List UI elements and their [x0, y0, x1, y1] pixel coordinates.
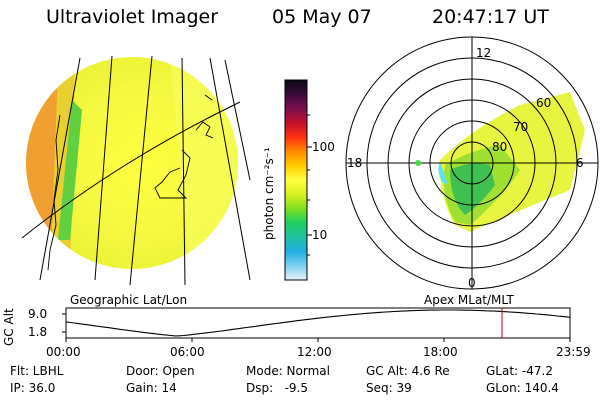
polar-rings — [345, 36, 599, 290]
footer-door: Door: Open — [126, 364, 195, 378]
altitude-ticks — [62, 313, 571, 342]
polar-ring-label-70: 70 — [513, 120, 529, 134]
altitude-ytick-bottom: 1.8 — [28, 325, 48, 339]
polar-label-12: 12 — [476, 46, 492, 60]
footer-flt: Flt: LBHL — [10, 364, 64, 378]
altitude-ytick-top: 9.0 — [28, 307, 48, 321]
colorbar-ticks — [307, 114, 312, 256]
polar-ring-label-80: 80 — [492, 140, 508, 154]
footer-gcalt: GC Alt: 4.6 Re — [366, 364, 450, 378]
footer-seq: Seq: 39 — [366, 381, 412, 395]
altitude-xtick-1200: 12:00 — [297, 345, 332, 359]
footer-gain: Gain: 14 — [126, 381, 177, 395]
aurora-spot — [415, 160, 421, 166]
footer-dsp: Dsp: -9.5 — [246, 381, 309, 395]
coastlines — [47, 94, 214, 271]
altitude-curve — [65, 309, 571, 337]
geo-caption: Geographic Lat/Lon — [70, 293, 188, 307]
footer-ip: IP: 36.0 — [10, 381, 56, 395]
colorbar — [284, 79, 308, 281]
colorbar-tick-100: 100 — [312, 140, 335, 154]
altitude-xtick-2359: 23:59 — [556, 345, 591, 359]
time-label: 20:47:17 UT — [432, 6, 549, 28]
instrument-title: Ultraviolet Imager — [46, 6, 219, 28]
footer-glat: GLat: -47.2 — [486, 364, 553, 378]
polar-label-0: 0 — [468, 276, 476, 290]
polar-caption: Apex MLat/MLT — [424, 293, 514, 307]
altitude-xtick-0000: 00:00 — [46, 345, 81, 359]
altitude-frame — [65, 307, 571, 339]
limb-green — [58, 100, 82, 240]
date-label: 05 May 07 — [272, 6, 372, 28]
polar-plot — [345, 36, 599, 290]
polar-ring-label-60: 60 — [536, 96, 552, 110]
colorbar-unit-label: photon cm⁻²s⁻¹ — [262, 147, 276, 240]
altitude-ylabel: GC Alt — [2, 308, 16, 346]
footer-mode: Mode: Normal — [246, 364, 330, 378]
geo-disk — [21, 55, 251, 286]
polar-label-18: 18 — [347, 156, 363, 170]
polar-label-6: 6 — [576, 156, 584, 170]
altitude-xtick-0600: 06:00 — [170, 345, 205, 359]
footer-glon: GLon: 140.4 — [486, 381, 559, 395]
altitude-xtick-1800: 18:00 — [423, 345, 458, 359]
colorbar-tick-10: 10 — [312, 228, 328, 242]
geo-grid-lines — [21, 55, 251, 286]
altitude-plot — [62, 307, 571, 342]
